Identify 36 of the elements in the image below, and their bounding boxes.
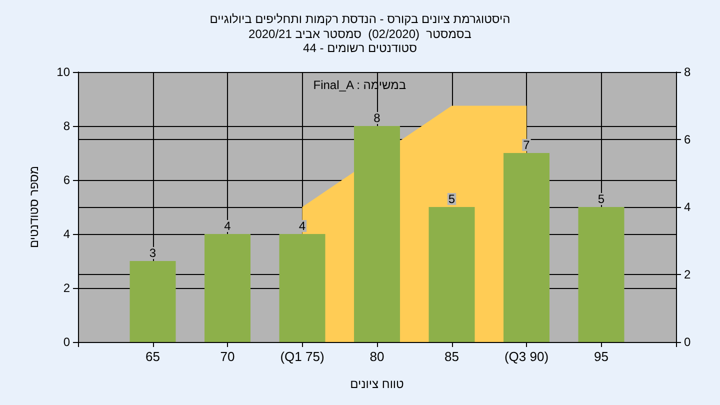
- x-tick-label: 95: [594, 349, 608, 364]
- data-label: 3: [149, 246, 156, 260]
- y-tick-label: 10: [56, 65, 70, 79]
- y2-tick-label: 2: [684, 268, 691, 282]
- chart-subtitle: בסמסטר (02/2020) סמסטר אביב 2020/21 סטודנטים רשומים - 44: [248, 27, 472, 55]
- y-tick-label: 4: [63, 227, 70, 241]
- x-tick-label: 65: [146, 349, 160, 364]
- y-axis-title: מספר סטודנטים: [27, 166, 41, 248]
- bar: [204, 234, 250, 342]
- data-label: 5: [598, 192, 605, 206]
- x-tick-label: (Q1 75): [280, 349, 324, 364]
- y-tick-label: 6: [63, 173, 70, 187]
- x-tick-label: 80: [370, 349, 384, 364]
- data-label: 5: [448, 192, 456, 206]
- x-axis-title: טווח ציונים: [350, 377, 404, 391]
- bar: [578, 207, 624, 342]
- x-tick-label: 85: [444, 349, 459, 364]
- y-tick-label: 2: [63, 281, 70, 295]
- data-label: 7: [523, 138, 530, 152]
- data-label: 4: [298, 219, 306, 233]
- y2-tick-label: 6: [684, 132, 691, 146]
- bar: [279, 234, 326, 342]
- x-tick-label: 70: [220, 349, 235, 364]
- bar: [504, 153, 550, 342]
- x-tick-label: (Q3 90): [504, 349, 549, 364]
- data-label: 8: [374, 111, 381, 125]
- y-tick-label: 0: [63, 335, 70, 349]
- bar: [130, 261, 176, 342]
- chart-title: היסטוגרמת ציונים בקורס - הנדסת רקמות ותחליפים ביולוגיים: [210, 12, 510, 26]
- y2-tick-label: 4: [684, 200, 691, 214]
- y2-tick-label: 8: [684, 65, 691, 79]
- bar: [428, 207, 475, 342]
- data-label: 4: [224, 219, 232, 233]
- y2-tick-label: 0: [684, 335, 691, 349]
- y-tick-label: 8: [63, 119, 70, 133]
- bar: [354, 126, 400, 342]
